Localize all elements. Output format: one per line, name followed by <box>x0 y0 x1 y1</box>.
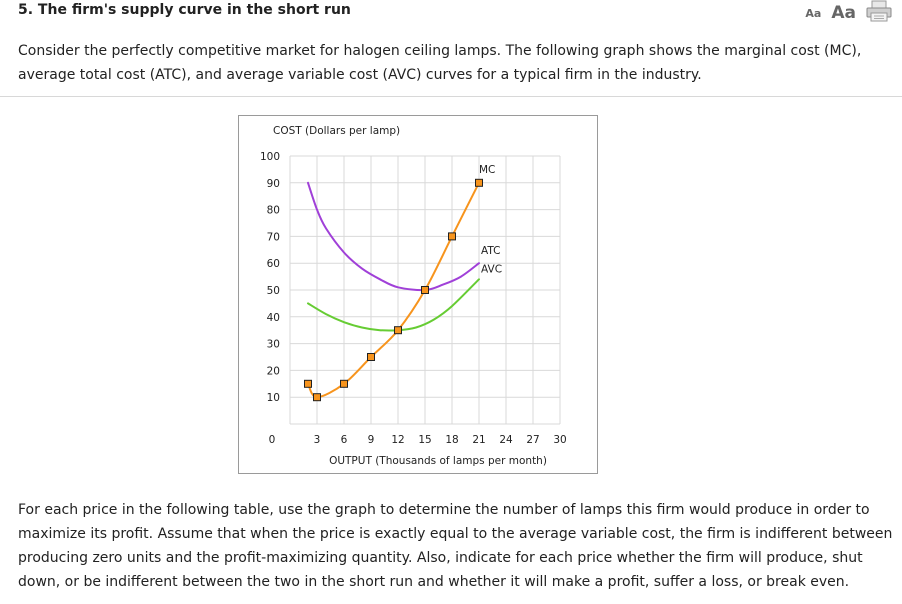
y-tick-label: 30 <box>267 339 280 351</box>
cost-curves-chart-frame: COST (Dollars per lamp) OUTPUT (Thousand… <box>238 115 598 474</box>
mc-point-marker <box>448 232 456 241</box>
x-tick-label: 3 <box>314 434 321 446</box>
chart-grid <box>289 155 561 425</box>
decrease-font-button[interactable]: Aa <box>805 7 822 20</box>
page-title: 5. The firm's supply curve in the short … <box>18 2 351 18</box>
instructions-text: For each price in the following table, u… <box>18 502 893 590</box>
x-tick-label: 27 <box>526 434 539 446</box>
mc-point-marker <box>475 178 483 187</box>
printer-icon[interactable] <box>866 0 892 22</box>
x-tick-label: 24 <box>499 434 513 446</box>
y-tick-label: 10 <box>267 392 280 404</box>
x-tick-label: 6 <box>341 434 348 446</box>
chart-markers <box>304 178 483 402</box>
y-tick-label: 20 <box>267 365 280 377</box>
tick-labels: 10 20 30 40 50 60 70 80 90 100 3 6 9 12 15 18 21 24 27 30 <box>260 151 567 446</box>
series-labels: MC ATC AVC <box>479 164 502 275</box>
mc-point-marker <box>340 379 348 388</box>
intro-text: Consider the perfectly competitive marke… <box>18 43 862 83</box>
y-tick-label: 70 <box>267 231 280 243</box>
y-axis-title: COST (Dollars per lamp) <box>273 125 400 137</box>
y-tick-label: 50 <box>267 285 280 297</box>
increase-font-button[interactable]: Aa <box>831 3 856 23</box>
y-tick-label: 100 <box>260 151 280 163</box>
series-label-mc: MC <box>479 164 495 176</box>
mc-point-marker <box>313 393 321 402</box>
mc-point-marker <box>367 353 375 361</box>
x-axis-title: OUTPUT (Thousands of lamps per month) <box>329 455 547 467</box>
mc-point-marker <box>421 286 429 294</box>
y-tick-label: 40 <box>267 312 280 324</box>
x-tick-label: 15 <box>418 434 431 446</box>
x-tick-label: 18 <box>445 434 458 446</box>
x-tick-label: 9 <box>368 434 375 446</box>
section-divider <box>0 96 902 97</box>
x-tick-label: 12 <box>391 434 404 446</box>
cost-curves-chart: COST (Dollars per lamp) OUTPUT (Thousand… <box>260 125 567 467</box>
font-controls: Aa Aa <box>805 0 892 22</box>
series-label-atc: ATC <box>481 245 501 257</box>
mc-point-marker <box>394 326 402 335</box>
origin-label: 0 <box>269 434 276 446</box>
series-line-atc <box>307 181 480 292</box>
y-tick-label: 60 <box>267 258 280 270</box>
x-tick-label: 21 <box>472 434 485 446</box>
y-tick-label: 80 <box>267 205 280 217</box>
mc-point-marker <box>304 379 312 388</box>
series-line-avc <box>307 278 480 332</box>
series-label-avc: AVC <box>481 263 502 275</box>
y-tick-label: 90 <box>267 178 280 190</box>
x-tick-label: 30 <box>553 434 566 446</box>
